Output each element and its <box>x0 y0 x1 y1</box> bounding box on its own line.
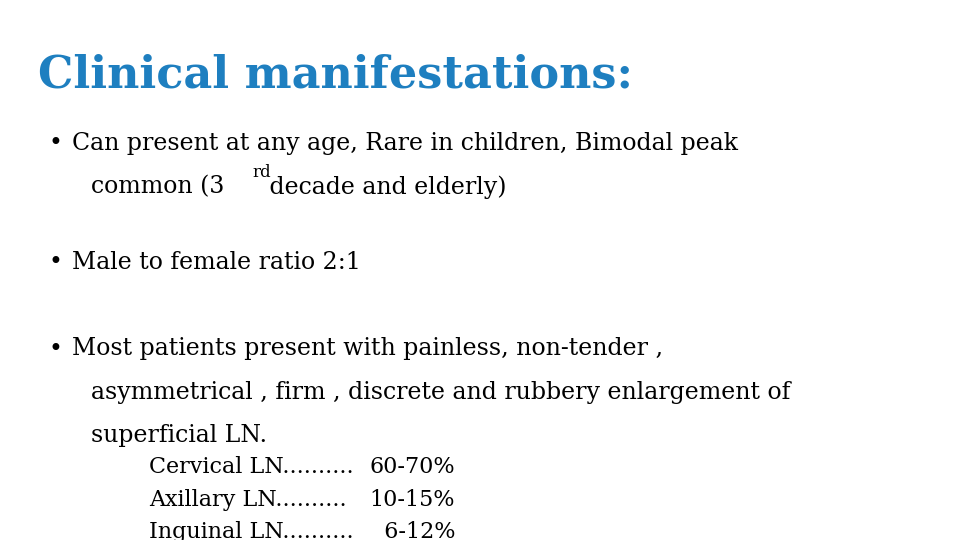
Text: common (3: common (3 <box>91 176 225 199</box>
Text: Cervical LN..........: Cervical LN.......... <box>149 456 353 478</box>
Text: •: • <box>48 338 61 361</box>
Text: Most patients present with painless, non-tender ,: Most patients present with painless, non… <box>72 338 663 361</box>
Text: Male to female ratio 2:1: Male to female ratio 2:1 <box>72 251 361 274</box>
Text: rd: rd <box>252 164 271 180</box>
Text: 60-70%: 60-70% <box>370 456 455 478</box>
Text: decade and elderly): decade and elderly) <box>262 176 507 199</box>
Text: Can present at any age, Rare in children, Bimodal peak: Can present at any age, Rare in children… <box>72 132 738 156</box>
Text: Inguinal LN..........: Inguinal LN.......... <box>149 521 353 540</box>
Text: 6-12%: 6-12% <box>370 521 455 540</box>
Text: superficial LN.: superficial LN. <box>91 424 267 447</box>
Text: Clinical manifestations:: Clinical manifestations: <box>38 54 634 97</box>
Text: •: • <box>48 251 61 274</box>
Text: Axillary LN..........: Axillary LN.......... <box>149 489 347 511</box>
Text: asymmetrical , firm , discrete and rubbery enlargement of: asymmetrical , firm , discrete and rubbe… <box>91 381 791 404</box>
Text: •: • <box>48 132 61 156</box>
Text: 10-15%: 10-15% <box>370 489 455 511</box>
